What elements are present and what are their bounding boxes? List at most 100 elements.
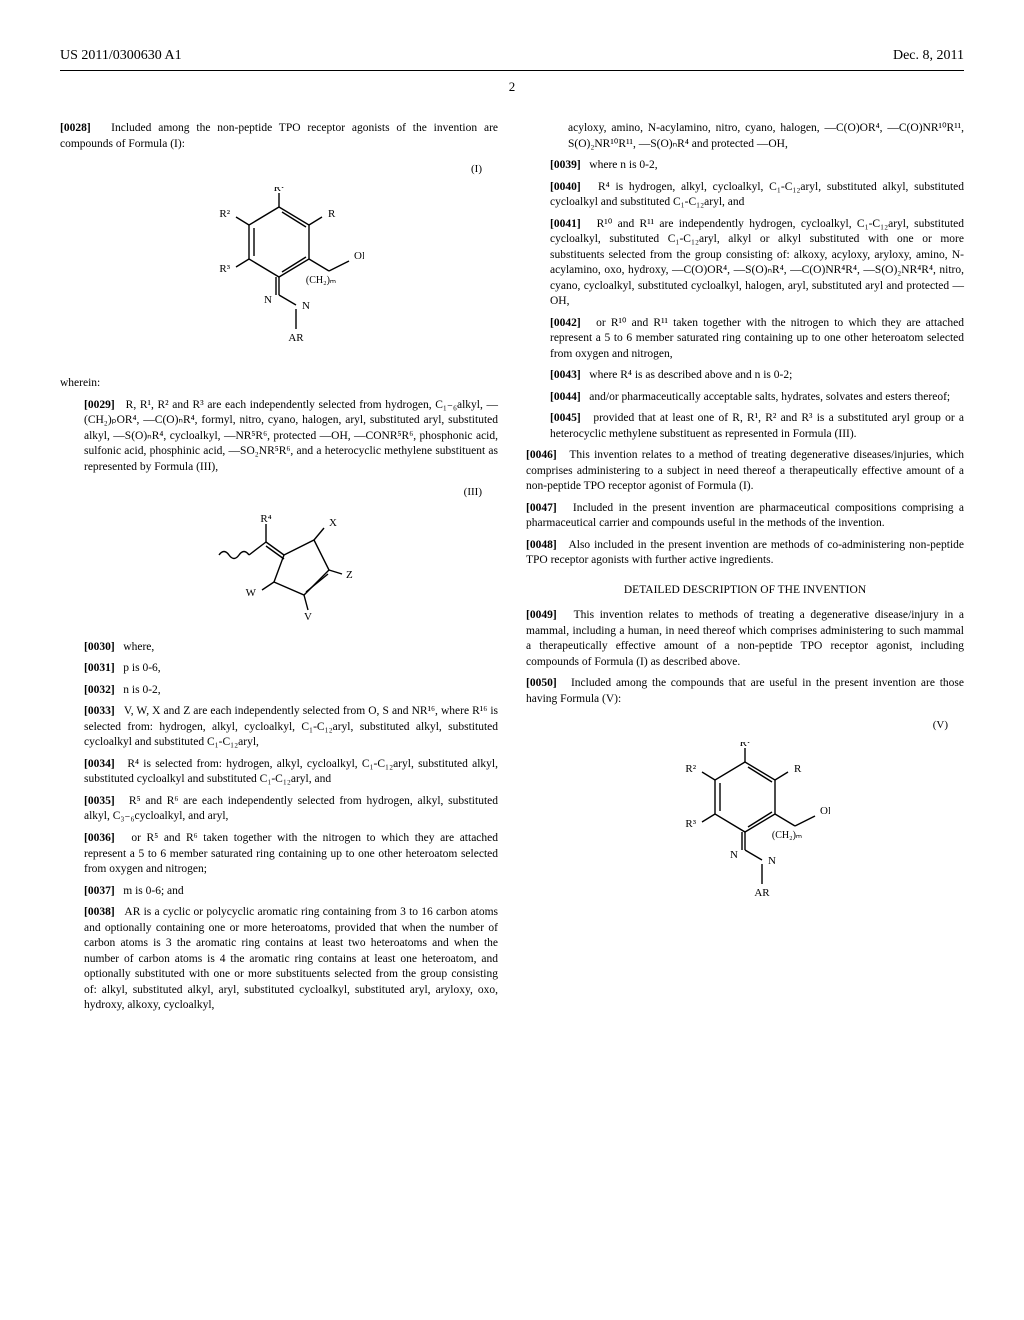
para-0029: [0029] R, R¹, R² and R³ are each indepen… (60, 398, 498, 476)
page-number: 2 (60, 79, 964, 95)
label-AR: AR (288, 332, 304, 344)
label-V: V (304, 611, 312, 620)
para-num: [0036] (84, 832, 115, 844)
para-num: [0034] (84, 758, 115, 770)
para-num: [0042] (550, 317, 581, 329)
para-num: [0037] (84, 885, 115, 897)
para-0028: [0028] Included among the non-peptide TP… (60, 121, 498, 152)
para-num: [0039] (550, 159, 581, 171)
para-text: n is 0-2, (123, 684, 160, 696)
para-text: This invention relates to a method of tr… (526, 449, 964, 492)
formula-label-5: (V) (526, 718, 964, 733)
para-text: Also included in the present invention a… (526, 539, 964, 567)
para-num: [0045] (550, 412, 581, 424)
label-N: N (264, 294, 272, 306)
para-num: [0048] (526, 539, 557, 551)
para-0033: [0033] V, W, X and Z are each independen… (60, 704, 498, 751)
para-text: V, W, X and Z are each independently sel… (84, 705, 498, 748)
label-CH2m: (CH₂)ₘ (772, 830, 802, 841)
formula-label-1: (I) (60, 162, 498, 177)
para-0045: [0045] provided that at least one of R, … (526, 411, 964, 442)
para-num: [0040] (550, 181, 581, 193)
para-text: provided that at least one of R, R¹, R² … (550, 412, 964, 440)
para-text: AR is a cyclic or polycyclic aromatic ri… (84, 906, 498, 1011)
para-num: [0030] (84, 641, 115, 653)
label-N: N (730, 849, 738, 861)
para-num: [0047] (526, 502, 557, 514)
label-N2: N (302, 300, 310, 312)
para-text: R⁵ and R⁶ are each independently selecte… (84, 795, 498, 823)
para-text: R⁴ is selected from: hydrogen, alkyl, cy… (84, 758, 498, 786)
left-column: [0028] Included among the non-peptide TP… (60, 121, 498, 1020)
para-0031: [0031] p is 0-6, (60, 661, 498, 677)
label-R2: R² (685, 763, 696, 775)
para-num: [0041] (550, 218, 581, 230)
para-text: R⁴ is hydrogen, alkyl, cycloalkyl, C₁-C₁… (550, 181, 964, 209)
para-0046: [0046] This invention relates to a metho… (526, 448, 964, 495)
label-W: W (246, 587, 257, 599)
label-Z: Z (346, 569, 353, 581)
formula-3-figure: R⁴ X Z W V (60, 510, 498, 626)
para-text: where, (123, 641, 154, 653)
para-num: [0033] (84, 705, 115, 717)
para-text: Included in the present invention are ph… (526, 502, 964, 530)
label-R2: R² (219, 208, 230, 220)
para-num: [0032] (84, 684, 115, 696)
label-R1: R¹ (740, 742, 751, 749)
label-OH: OH (354, 250, 364, 262)
label-R: R (328, 208, 336, 220)
para-0043: [0043] where R⁴ is as described above an… (526, 368, 964, 384)
page-header: US 2011/0300630 A1 Dec. 8, 2011 (60, 48, 964, 71)
publication-date: Dec. 8, 2011 (893, 48, 964, 64)
para-0037: [0037] m is 0-6; and (60, 884, 498, 900)
para-text: or R¹⁰ and R¹¹ taken together with the n… (550, 317, 964, 360)
para-0041: [0041] R¹⁰ and R¹¹ are independently hyd… (526, 217, 964, 310)
para-cont: acyloxy, amino, N-acylamino, nitro, cyan… (526, 121, 964, 152)
para-text: m is 0-6; and (123, 885, 183, 897)
para-0050: [0050] Included among the compounds that… (526, 676, 964, 707)
chemical-structure-icon: R⁴ X Z W V (204, 510, 354, 620)
label-R3: R³ (219, 263, 230, 275)
label-N2: N (768, 855, 776, 867)
formula-1-figure: R¹ R R² R³ OH (CH₂)ₘ N N AR (60, 187, 498, 363)
para-text: This invention relates to methods of tre… (526, 609, 964, 668)
para-num: [0049] (526, 609, 557, 621)
para-text: R, R¹, R² and R³ are each independently … (84, 399, 498, 473)
para-0036: [0036] or R⁵ and R⁶ taken together with … (60, 831, 498, 878)
label-OH: OH (820, 805, 830, 817)
content-columns: [0028] Included among the non-peptide TP… (60, 121, 964, 1020)
label-R4: R⁴ (260, 513, 271, 525)
chemical-structure-icon: R¹ R R² R³ OH (CH₂)ₘ N N AR (194, 187, 364, 357)
para-text: Included among the compounds that are us… (526, 677, 964, 705)
para-0042: [0042] or R¹⁰ and R¹¹ taken together wit… (526, 316, 964, 363)
label-X: X (329, 517, 337, 529)
para-num: [0043] (550, 369, 581, 381)
para-text: and/or pharmaceutically acceptable salts… (589, 391, 950, 403)
para-text: where n is 0-2, (589, 159, 657, 171)
para-text: where R⁴ is as described above and n is … (589, 369, 792, 381)
para-0038: [0038] AR is a cyclic or polycyclic arom… (60, 905, 498, 1014)
label-CH2m: (CH₂)ₘ (306, 275, 336, 286)
para-text: p is 0-6, (123, 662, 160, 674)
para-text: or R⁵ and R⁶ taken together with the nit… (84, 832, 498, 875)
right-column: acyloxy, amino, N-acylamino, nitro, cyan… (526, 121, 964, 1020)
publication-number: US 2011/0300630 A1 (60, 48, 182, 64)
para-0044: [0044] and/or pharmaceutically acceptabl… (526, 390, 964, 406)
label-R: R (794, 763, 802, 775)
label-AR: AR (754, 887, 770, 899)
label-R1: R¹ (274, 187, 285, 194)
para-num: [0029] (84, 399, 115, 411)
formula-label-3: (III) (60, 485, 498, 500)
para-0047: [0047] Included in the present invention… (526, 501, 964, 532)
para-num: [0050] (526, 677, 557, 689)
para-0030: [0030] where, (60, 640, 498, 656)
para-0040: [0040] R⁴ is hydrogen, alkyl, cycloalkyl… (526, 180, 964, 211)
para-num: [0044] (550, 391, 581, 403)
para-0039: [0039] where n is 0-2, (526, 158, 964, 174)
formula-5-figure: R¹ R R² R³ OH (CH₂)ₘ N N AR (526, 742, 964, 918)
section-heading: DETAILED DESCRIPTION OF THE INVENTION (526, 583, 964, 599)
para-0035: [0035] R⁵ and R⁶ are each independently … (60, 794, 498, 825)
para-num: [0035] (84, 795, 115, 807)
para-num: [0031] (84, 662, 115, 674)
para-0049: [0049] This invention relates to methods… (526, 608, 964, 670)
